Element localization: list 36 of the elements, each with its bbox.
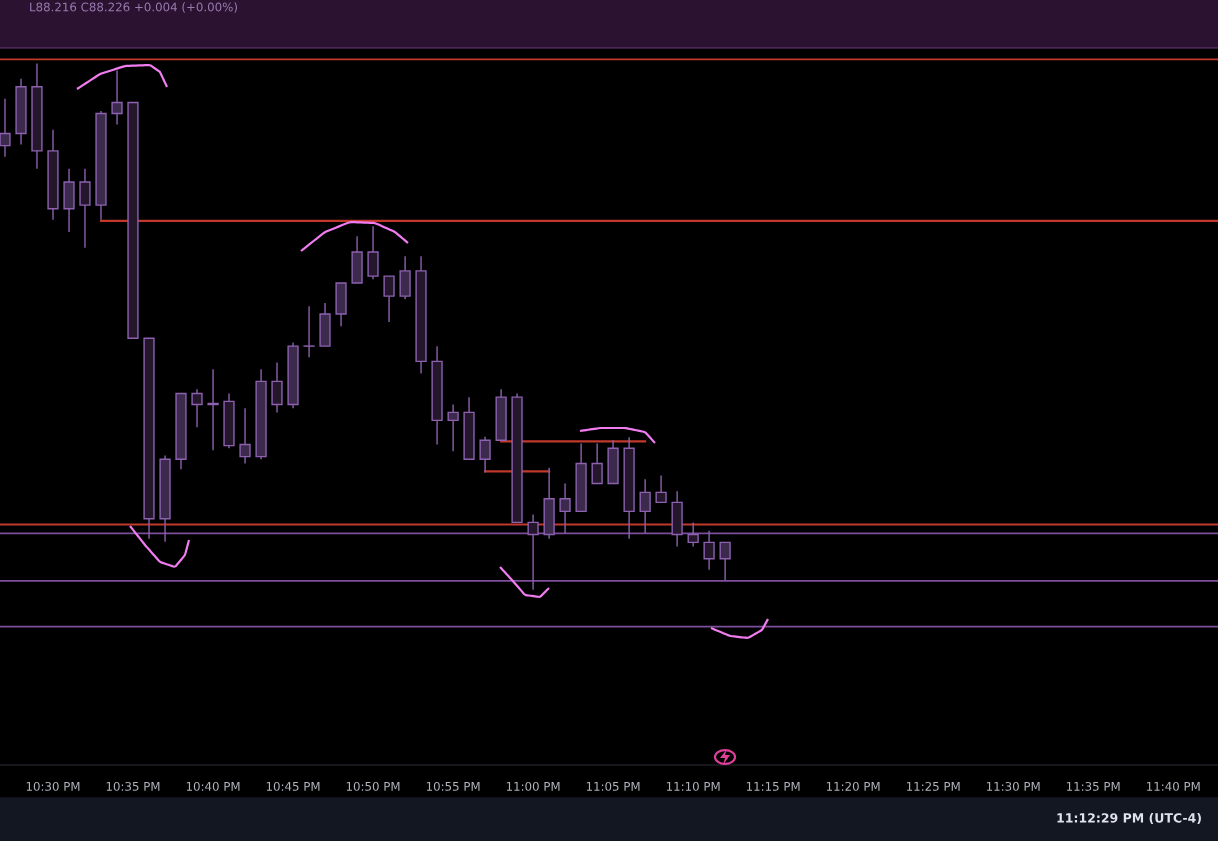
candlestick [719,541,731,582]
candlestick [447,403,459,453]
candlestick [527,513,539,591]
candlestick [0,98,11,158]
x-tick-label: 11:00 PM [506,781,560,791]
candlestick [111,69,123,126]
x-tick-label: 11:15 PM [746,782,800,791]
candlestick [239,407,251,465]
text: L88.216 C88.226 +0.004 (+0.00%) [30,2,237,13]
x-tick-label: 10:35 PM [106,781,160,791]
x-tick-label: 10:55 PM [426,781,480,791]
candlestick [271,361,283,414]
candlestick [207,368,219,452]
candlestick [639,478,651,535]
x-tick-label: 11:25 PM [906,781,960,791]
x-tick-label: 10:45 PM [266,781,320,791]
x-tick-label: 11:40 PM [1147,781,1200,791]
x-tick-label: 10:50 PM [346,781,400,791]
candlestick [591,442,603,485]
x-tick-label: 11:30 PM [986,781,1040,791]
x-tick-label: 11:05 PM [586,781,640,791]
candlestick [703,530,715,571]
candlestick [79,168,91,249]
candlestick [383,275,395,323]
x-tick-label: 10:30 PM [26,781,80,791]
candlestick [479,435,491,474]
text: 11:12:29 PM (UTC-4) [1057,812,1201,825]
candlestick [687,521,699,548]
x-tick-label: 11:35 PM [1066,781,1120,791]
candlestick [191,388,203,428]
x-tick-label: 11:20 PM [826,781,880,791]
candlestick [303,305,315,358]
x-tick-label: 11:10 PM [666,781,720,791]
candlestick [559,482,571,535]
x-tick-label: 10:40 PM [186,781,240,791]
candlestick [655,474,667,504]
